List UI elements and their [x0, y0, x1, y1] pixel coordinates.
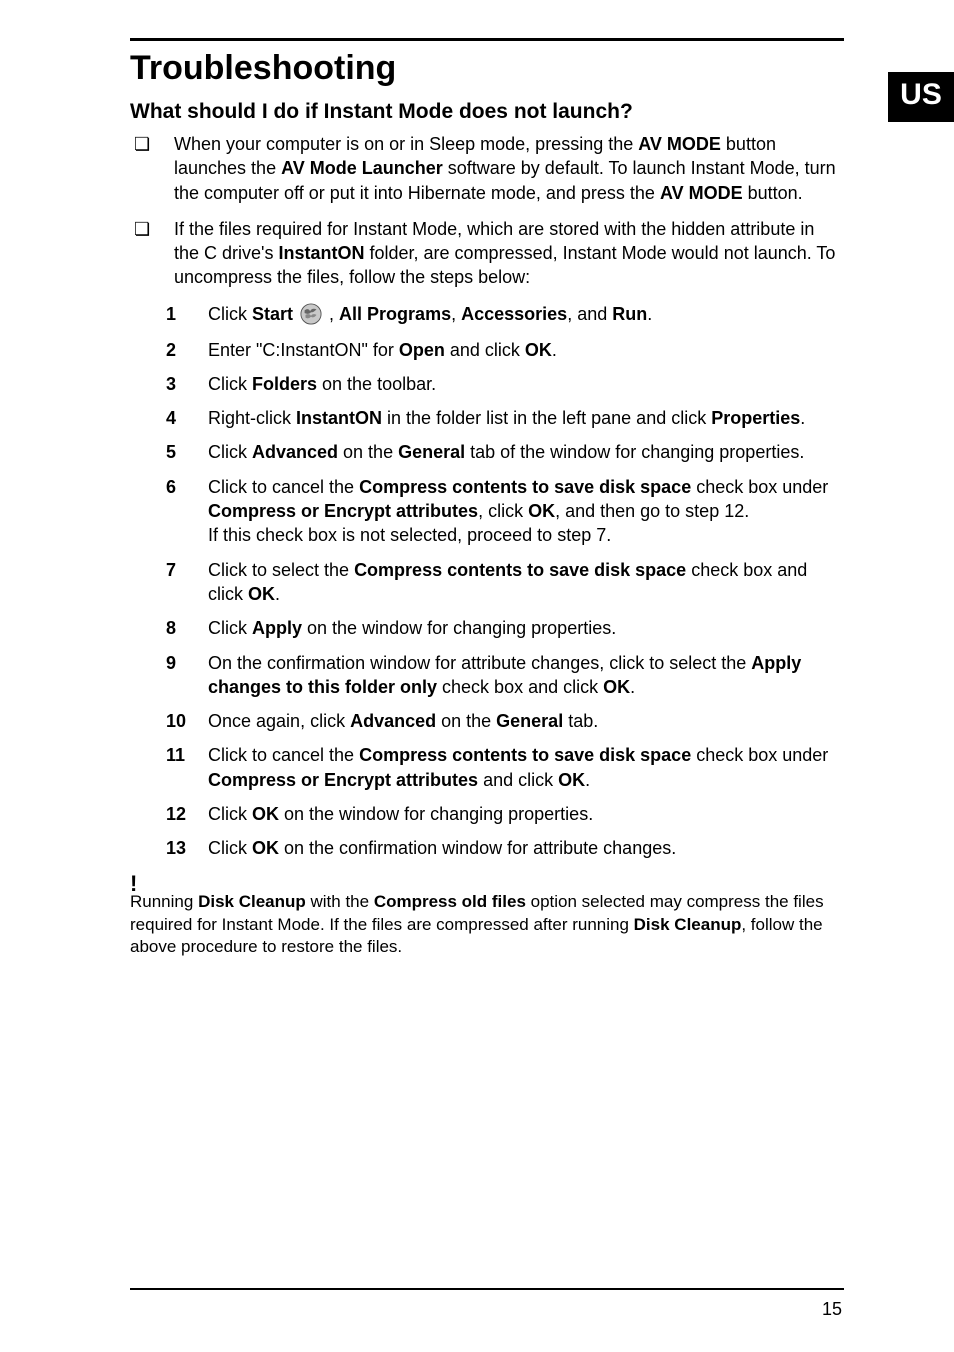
step-item: 12 Click OK on the window for changing pr… — [166, 802, 844, 826]
step-item: 1 Click Start , All Programs, Accessories… — [166, 302, 844, 328]
step-text: Right-click InstantON in the folder list… — [208, 408, 805, 428]
step-text: Click Start , All Programs, Accessories,… — [208, 304, 652, 324]
step-item: 3 Click Folders on the toolbar. — [166, 372, 844, 396]
step-number: 3 — [166, 372, 176, 396]
step-text: Click to cancel the Compress contents to… — [208, 477, 828, 546]
step-list: 1 Click Start , All Programs, Accessories… — [166, 302, 844, 861]
step-number: 5 — [166, 440, 176, 464]
step-text: Once again, click Advanced on the Genera… — [208, 711, 598, 731]
step-text: Click Folders on the toolbar. — [208, 374, 436, 394]
step-text: Click Apply on the window for changing p… — [208, 618, 616, 638]
page-number: 15 — [822, 1299, 842, 1320]
step-item: 8 Click Apply on the window for changing … — [166, 616, 844, 640]
step-text: Click to select the Compress contents to… — [208, 560, 807, 604]
step-text: Click OK on the confirmation window for … — [208, 838, 676, 858]
step-number: 10 — [166, 709, 186, 733]
step-number: 13 — [166, 836, 186, 860]
step-item: 10 Once again, click Advanced on the Gene… — [166, 709, 844, 733]
step-text: Click to cancel the Compress contents to… — [208, 745, 828, 789]
step-number: 12 — [166, 802, 186, 826]
note-text: Running Disk Cleanup with the Compress o… — [130, 891, 844, 960]
step-item: 13 Click OK on the confirmation window fo… — [166, 836, 844, 860]
bullet-item: When your computer is on or in Sleep mod… — [130, 132, 844, 205]
step-number: 4 — [166, 406, 176, 430]
step-text: Click Advanced on the General tab of the… — [208, 442, 804, 462]
page-content: Troubleshooting What should I do if Inst… — [0, 0, 954, 959]
step-text: Enter "C:InstantON" for Open and click O… — [208, 340, 557, 360]
step-item: 4 Right-click InstantON in the folder lis… — [166, 406, 844, 430]
step-item: 11 Click to cancel the Compress contents … — [166, 743, 844, 792]
step-number: 7 — [166, 558, 176, 582]
step-number: 11 — [166, 743, 185, 767]
step-number: 9 — [166, 651, 176, 675]
bottom-rule — [130, 1288, 844, 1290]
step-text: On the confirmation window for attribute… — [208, 653, 801, 697]
step-text: Click OK on the window for changing prop… — [208, 804, 593, 824]
step-number: 8 — [166, 616, 176, 640]
section-heading: What should I do if Instant Mode does no… — [130, 100, 844, 124]
bullet-list: When your computer is on or in Sleep mod… — [130, 132, 844, 290]
top-rule — [130, 38, 844, 41]
step-number: 1 — [166, 302, 176, 326]
page-title: Troubleshooting — [130, 49, 844, 88]
step-item: 6 Click to cancel the Compress contents t… — [166, 475, 844, 548]
step-item: 7 Click to select the Compress contents t… — [166, 558, 844, 607]
step-item: 9 On the confirmation window for attribut… — [166, 651, 844, 700]
step-item: 5 Click Advanced on the General tab of th… — [166, 440, 844, 464]
step-item: 2 Enter "C:InstantON" for Open and click … — [166, 338, 844, 362]
step-number: 2 — [166, 338, 176, 362]
step-number: 6 — [166, 475, 176, 499]
bullet-item: If the files required for Instant Mode, … — [130, 217, 844, 290]
